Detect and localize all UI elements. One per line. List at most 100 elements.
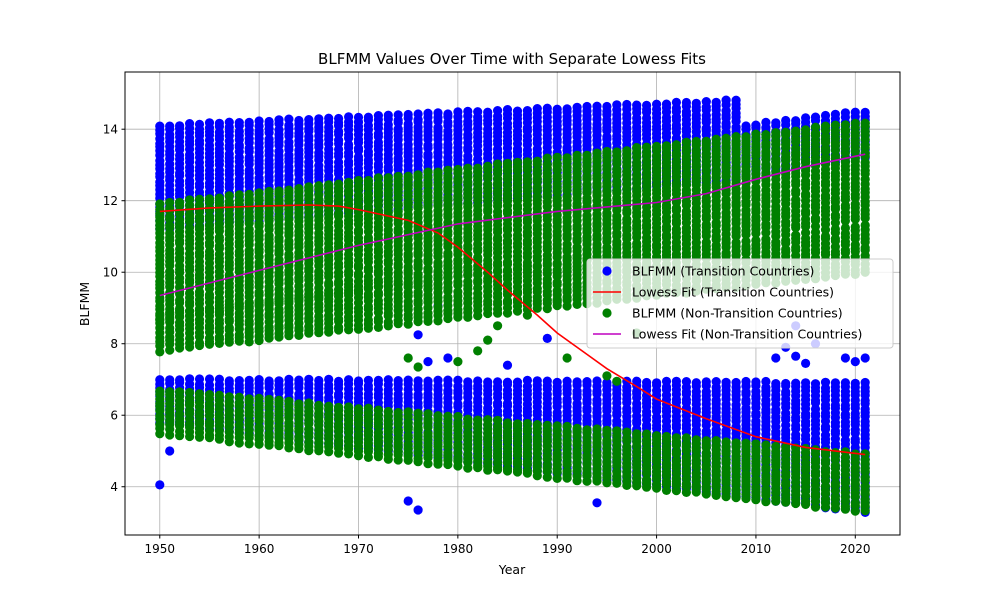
scatter-point [185, 306, 195, 316]
scatter-point [572, 150, 582, 160]
scatter-point [204, 194, 215, 204]
scatter-point [344, 177, 354, 187]
scatter-point [592, 148, 602, 158]
scatter-point [294, 184, 304, 194]
scatter-point [234, 118, 244, 128]
scatter-point [542, 333, 552, 343]
scatter-point [403, 375, 413, 385]
scatter-point [810, 122, 821, 132]
scatter-point [155, 480, 165, 490]
scatter-point [642, 100, 652, 110]
scatter-point [801, 125, 811, 135]
scatter-point [274, 295, 284, 305]
scatter-point [383, 173, 393, 183]
scatter-point [522, 375, 533, 385]
scatter-point [324, 374, 334, 384]
scatter-point [344, 139, 354, 150]
chart-title: BLFMM Values Over Time with Separate Low… [318, 50, 706, 68]
scatter-point [284, 185, 294, 195]
scatter-point [214, 118, 224, 128]
scatter-point [652, 99, 662, 109]
scatter-point [314, 114, 324, 124]
scatter-point [771, 379, 781, 389]
scatter-point [214, 193, 224, 203]
scatter-point [711, 377, 721, 387]
scatter-point [254, 297, 264, 307]
scatter-point [493, 377, 503, 387]
scatter-point [363, 375, 373, 385]
scatter-point [830, 120, 841, 130]
scatter-point [214, 374, 224, 384]
scatter-point [393, 171, 403, 181]
scatter-point [463, 106, 473, 116]
scatter-point [264, 297, 274, 307]
scatter-point [194, 305, 205, 315]
scatter-point [632, 100, 642, 110]
scatter-point [433, 123, 443, 133]
scatter-point [363, 112, 373, 122]
scatter-point [731, 132, 741, 142]
scatter-point [393, 110, 403, 120]
scatter-point [751, 377, 761, 387]
scatter-point [552, 104, 562, 114]
scatter-point [751, 120, 761, 130]
scatter-point [393, 376, 403, 386]
scatter-point [185, 374, 195, 384]
scatter-point [423, 167, 433, 177]
scatter-point [721, 95, 731, 105]
scatter-point [681, 377, 692, 387]
scatter-point [552, 152, 562, 162]
scatter-point [652, 141, 662, 151]
scatter-point [801, 358, 811, 368]
scatter-point [661, 99, 672, 109]
scatter-point [781, 115, 791, 126]
scatter-point [413, 376, 423, 386]
scatter-point [165, 121, 175, 131]
scatter-point [691, 136, 701, 147]
scatter-point [791, 116, 801, 126]
scatter-point [423, 376, 433, 386]
scatter-point [840, 378, 851, 388]
scatter-point [373, 173, 383, 183]
scatter-point [334, 179, 344, 189]
scatter-point [801, 113, 811, 123]
scatter-point [244, 189, 254, 199]
scatter-point [403, 171, 413, 181]
scatter-point [324, 180, 334, 190]
scatter-point [234, 376, 244, 386]
scatter-point [185, 119, 195, 129]
scatter-point [791, 378, 801, 388]
scatter-point [423, 108, 433, 118]
scatter-point [383, 375, 393, 385]
scatter-point [264, 134, 274, 144]
scatter-point [373, 111, 383, 121]
scatter-point [661, 376, 672, 386]
scatter-point [403, 496, 413, 506]
scatter-point [234, 190, 244, 200]
scatter-point [810, 379, 821, 389]
scatter-point [473, 107, 483, 117]
scatter-point [701, 97, 711, 107]
scatter-point [244, 298, 254, 308]
scatter-point [155, 199, 165, 209]
scatter-point [711, 134, 721, 144]
scatter-point [721, 377, 731, 387]
scatter-point [363, 175, 373, 186]
scatter-point [304, 115, 314, 125]
scatter-point [681, 97, 692, 108]
scatter-point [562, 376, 572, 386]
scatter-point [194, 194, 205, 204]
scatter-point [175, 375, 185, 385]
scatter-point [244, 117, 254, 127]
scatter-point [572, 377, 582, 387]
scatter-point [701, 136, 711, 146]
scatter-point [532, 376, 542, 386]
scatter-point [592, 498, 602, 508]
scatter-point [602, 146, 612, 157]
scatter-point [622, 146, 632, 156]
scatter-point [194, 374, 205, 384]
scatter-point [761, 376, 771, 387]
scatter-point [314, 181, 324, 191]
scatter-point [820, 121, 831, 131]
